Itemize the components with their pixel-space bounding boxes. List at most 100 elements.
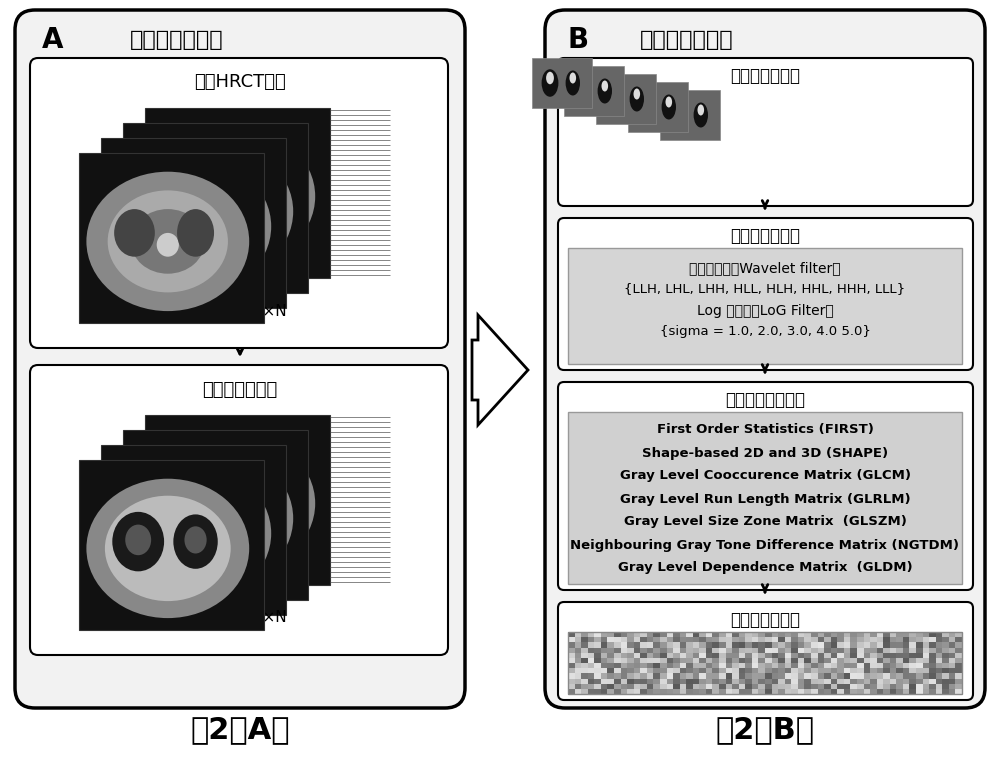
- Bar: [581, 642, 588, 648]
- Bar: [929, 689, 936, 694]
- Bar: [909, 668, 917, 674]
- Bar: [883, 663, 890, 669]
- Bar: [850, 658, 857, 664]
- Bar: [719, 642, 726, 648]
- Bar: [916, 674, 923, 679]
- Bar: [896, 674, 903, 679]
- Ellipse shape: [574, 77, 590, 104]
- Bar: [745, 674, 752, 679]
- Bar: [903, 678, 910, 684]
- Ellipse shape: [175, 179, 249, 244]
- Bar: [929, 684, 936, 690]
- Text: 图2（B）: 图2（B）: [716, 716, 814, 744]
- Bar: [627, 658, 634, 664]
- Bar: [837, 689, 844, 694]
- Bar: [745, 689, 752, 694]
- Ellipse shape: [177, 209, 214, 257]
- Ellipse shape: [125, 524, 151, 555]
- Bar: [666, 648, 674, 653]
- Bar: [575, 674, 582, 679]
- Bar: [942, 637, 949, 643]
- Bar: [804, 674, 811, 679]
- FancyBboxPatch shape: [558, 58, 973, 206]
- Bar: [824, 678, 831, 684]
- Bar: [955, 668, 963, 674]
- Ellipse shape: [134, 497, 186, 556]
- Bar: [588, 648, 595, 653]
- Bar: [607, 642, 614, 648]
- Bar: [936, 668, 943, 674]
- Bar: [686, 632, 693, 638]
- Bar: [804, 648, 811, 653]
- Bar: [778, 689, 785, 694]
- Bar: [785, 653, 792, 658]
- Bar: [732, 678, 739, 684]
- Bar: [640, 674, 647, 679]
- Bar: [568, 637, 575, 643]
- Bar: [712, 637, 720, 643]
- Bar: [916, 632, 923, 638]
- Bar: [804, 668, 811, 674]
- Bar: [923, 674, 930, 679]
- Ellipse shape: [674, 104, 682, 117]
- Bar: [693, 658, 700, 664]
- Bar: [758, 637, 766, 643]
- Bar: [758, 648, 766, 653]
- Bar: [621, 678, 628, 684]
- Bar: [896, 684, 903, 690]
- Bar: [765, 678, 772, 684]
- Bar: [857, 689, 864, 694]
- Bar: [857, 678, 864, 684]
- Bar: [680, 668, 687, 674]
- Bar: [653, 658, 660, 664]
- Ellipse shape: [666, 97, 672, 107]
- Bar: [870, 653, 877, 658]
- Bar: [785, 674, 792, 679]
- Bar: [949, 678, 956, 684]
- Bar: [666, 678, 674, 684]
- Bar: [568, 412, 962, 584]
- Bar: [765, 642, 772, 648]
- Bar: [712, 689, 720, 694]
- Bar: [79, 153, 264, 323]
- Bar: [831, 648, 838, 653]
- Bar: [831, 642, 838, 648]
- Ellipse shape: [131, 209, 205, 274]
- Bar: [955, 658, 963, 664]
- Bar: [864, 663, 871, 669]
- Bar: [627, 632, 634, 638]
- Bar: [640, 689, 647, 694]
- Bar: [798, 648, 805, 653]
- Bar: [732, 658, 739, 664]
- Bar: [699, 653, 706, 658]
- Bar: [844, 632, 851, 638]
- Bar: [798, 689, 805, 694]
- Bar: [955, 648, 963, 653]
- Bar: [706, 642, 713, 648]
- Bar: [804, 632, 811, 638]
- Bar: [758, 678, 766, 684]
- Bar: [666, 653, 674, 658]
- Bar: [634, 642, 641, 648]
- Bar: [831, 689, 838, 694]
- Bar: [706, 658, 713, 664]
- Bar: [673, 642, 680, 648]
- Bar: [923, 689, 930, 694]
- Bar: [916, 653, 923, 658]
- Bar: [634, 689, 641, 694]
- Bar: [719, 689, 726, 694]
- Bar: [745, 642, 752, 648]
- Bar: [601, 632, 608, 638]
- Bar: [890, 678, 897, 684]
- Ellipse shape: [642, 96, 650, 108]
- Bar: [614, 689, 621, 694]
- Bar: [942, 663, 949, 669]
- Bar: [647, 658, 654, 664]
- Bar: [831, 653, 838, 658]
- Bar: [758, 674, 766, 679]
- Ellipse shape: [147, 510, 173, 540]
- Bar: [660, 684, 667, 690]
- Bar: [785, 632, 792, 638]
- Bar: [870, 663, 877, 669]
- Bar: [824, 689, 831, 694]
